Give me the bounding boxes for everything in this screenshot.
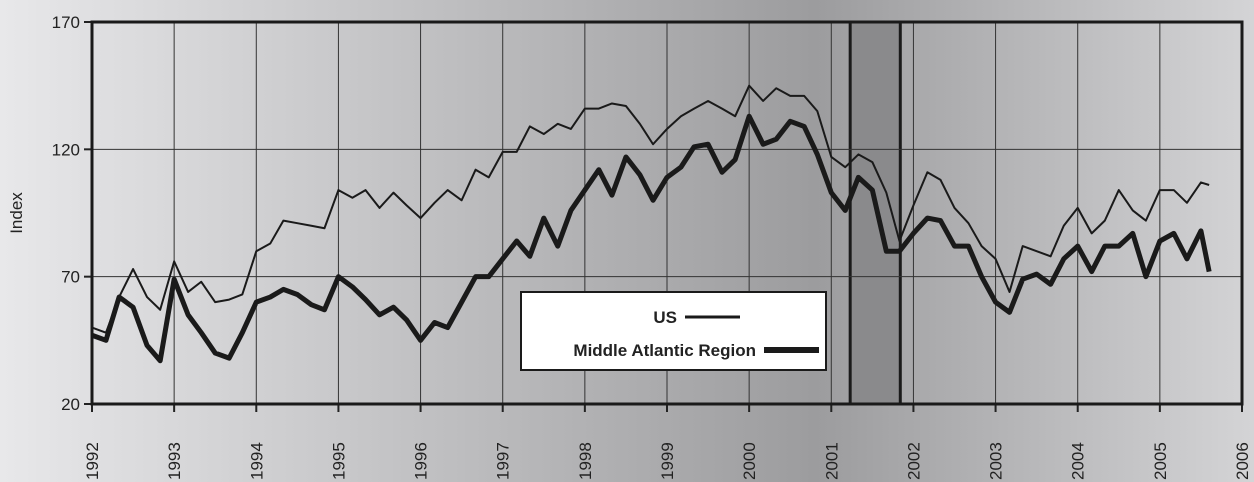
y-axis-label: Index [7,192,26,234]
x-tick-label: 1995 [329,442,348,480]
x-tick-label: 1999 [658,442,677,480]
legend-box [520,291,827,371]
x-tick-label: 2003 [987,442,1006,480]
x-tick-label: 1992 [83,442,102,480]
x-tick-label: 2004 [1069,442,1088,480]
x-tick-label: 2006 [1233,442,1252,480]
x-tick-label: 1994 [247,442,266,480]
series-line [91,84,1210,334]
x-tick-label: 1998 [576,442,595,480]
legend-label: Middle Atlantic Region [573,341,756,360]
legend-label: US [653,308,677,327]
legend: US Middle Atlantic Region [520,291,827,371]
series-line [91,113,1212,364]
x-tick-label: 2005 [1151,442,1170,480]
plot-frame [90,20,1244,406]
y-tick-label: 170 [52,13,80,32]
y-tick-label: 20 [61,395,80,414]
y-tick-label: 120 [52,140,80,159]
x-tick-label: 2002 [904,442,923,480]
x-tick-label: 2000 [740,442,759,480]
x-tick-label: 2001 [822,442,841,480]
x-tick-label: 1997 [494,442,513,480]
x-tick-label: 1993 [165,442,184,480]
y-tick-label: 70 [61,268,80,287]
x-tick-label: 1996 [412,442,431,480]
